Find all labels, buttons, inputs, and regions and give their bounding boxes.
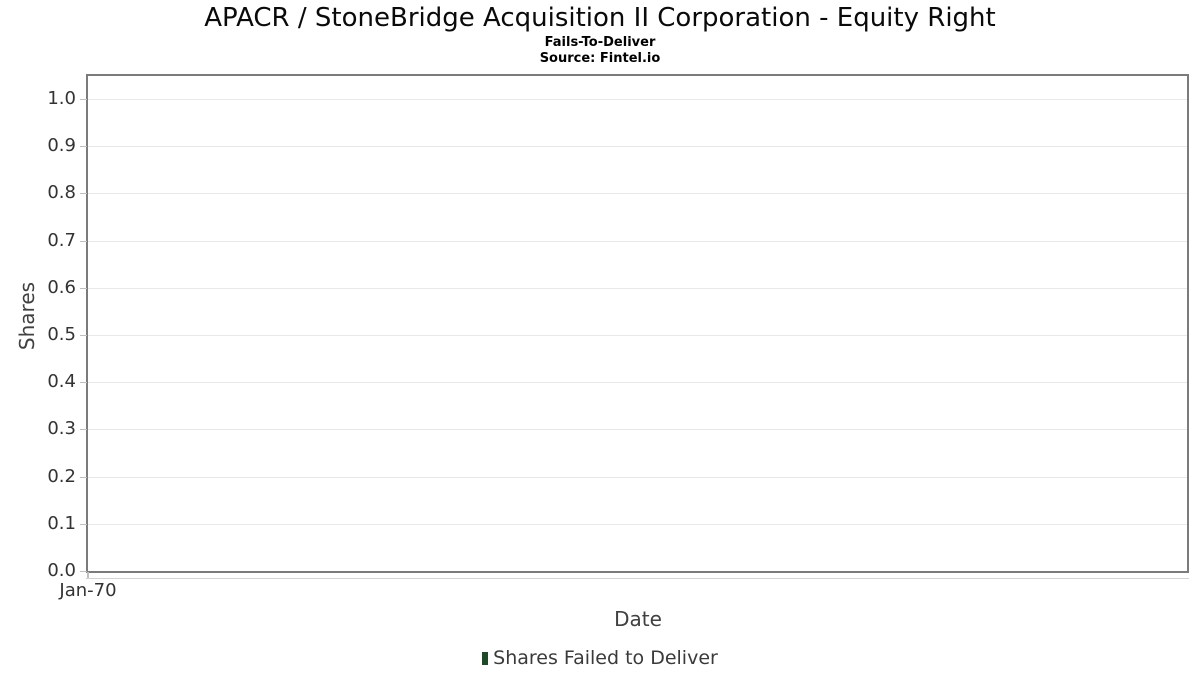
chart-subtitle: Fails-To-Deliver <box>544 35 656 50</box>
y-tick-label: 0.0 <box>47 560 76 581</box>
y-gridline <box>88 288 1187 289</box>
y-tick-mark <box>80 429 87 430</box>
chart-title: APACR / StoneBridge Acquisition II Corpo… <box>204 3 996 33</box>
y-gridline <box>88 524 1187 525</box>
y-tick-mark <box>80 193 87 194</box>
y-tick-label: 0.5 <box>47 324 76 345</box>
y-gridline <box>88 146 1187 147</box>
y-gridline <box>88 241 1187 242</box>
y-tick-mark <box>80 477 87 478</box>
y-tick-mark <box>80 99 87 100</box>
y-gridline <box>88 99 1187 100</box>
y-tick-label: 0.9 <box>47 135 76 156</box>
legend-label: Shares Failed to Deliver <box>493 647 718 669</box>
y-tick-label: 0.4 <box>47 371 76 392</box>
y-gridline <box>88 335 1187 336</box>
y-gridline <box>88 477 1187 478</box>
x-tick-mark <box>87 572 89 578</box>
y-gridline <box>88 382 1187 383</box>
x-tick-label: Jan-70 <box>59 580 117 601</box>
y-tick-mark <box>80 524 87 525</box>
y-tick-label: 0.2 <box>47 466 76 487</box>
x-axis-line <box>86 578 1189 579</box>
y-gridline <box>88 429 1187 430</box>
y-tick-mark <box>80 382 87 383</box>
y-tick-label: 0.3 <box>47 418 76 439</box>
legend-entry: Shares Failed to Deliver <box>482 647 718 669</box>
y-axis-title: Shares <box>15 281 39 351</box>
y-tick-label: 0.7 <box>47 230 76 251</box>
plot-area <box>86 74 1189 573</box>
y-tick-label: 0.6 <box>47 277 76 298</box>
y-tick-mark <box>80 335 87 336</box>
y-gridline <box>88 193 1187 194</box>
y-tick-label: 1.0 <box>47 88 76 109</box>
y-tick-mark <box>80 571 87 572</box>
y-tick-label: 0.8 <box>47 182 76 203</box>
chart-legend: Shares Failed to Deliver <box>0 647 1200 669</box>
y-tick-mark <box>80 288 87 289</box>
y-tick-label: 0.1 <box>47 513 76 534</box>
y-tick-mark <box>80 146 87 147</box>
x-axis-title: Date <box>614 607 662 631</box>
y-tick-mark <box>80 241 87 242</box>
chart-source: Source: Fintel.io <box>539 51 661 66</box>
legend-marker-icon <box>482 651 489 665</box>
